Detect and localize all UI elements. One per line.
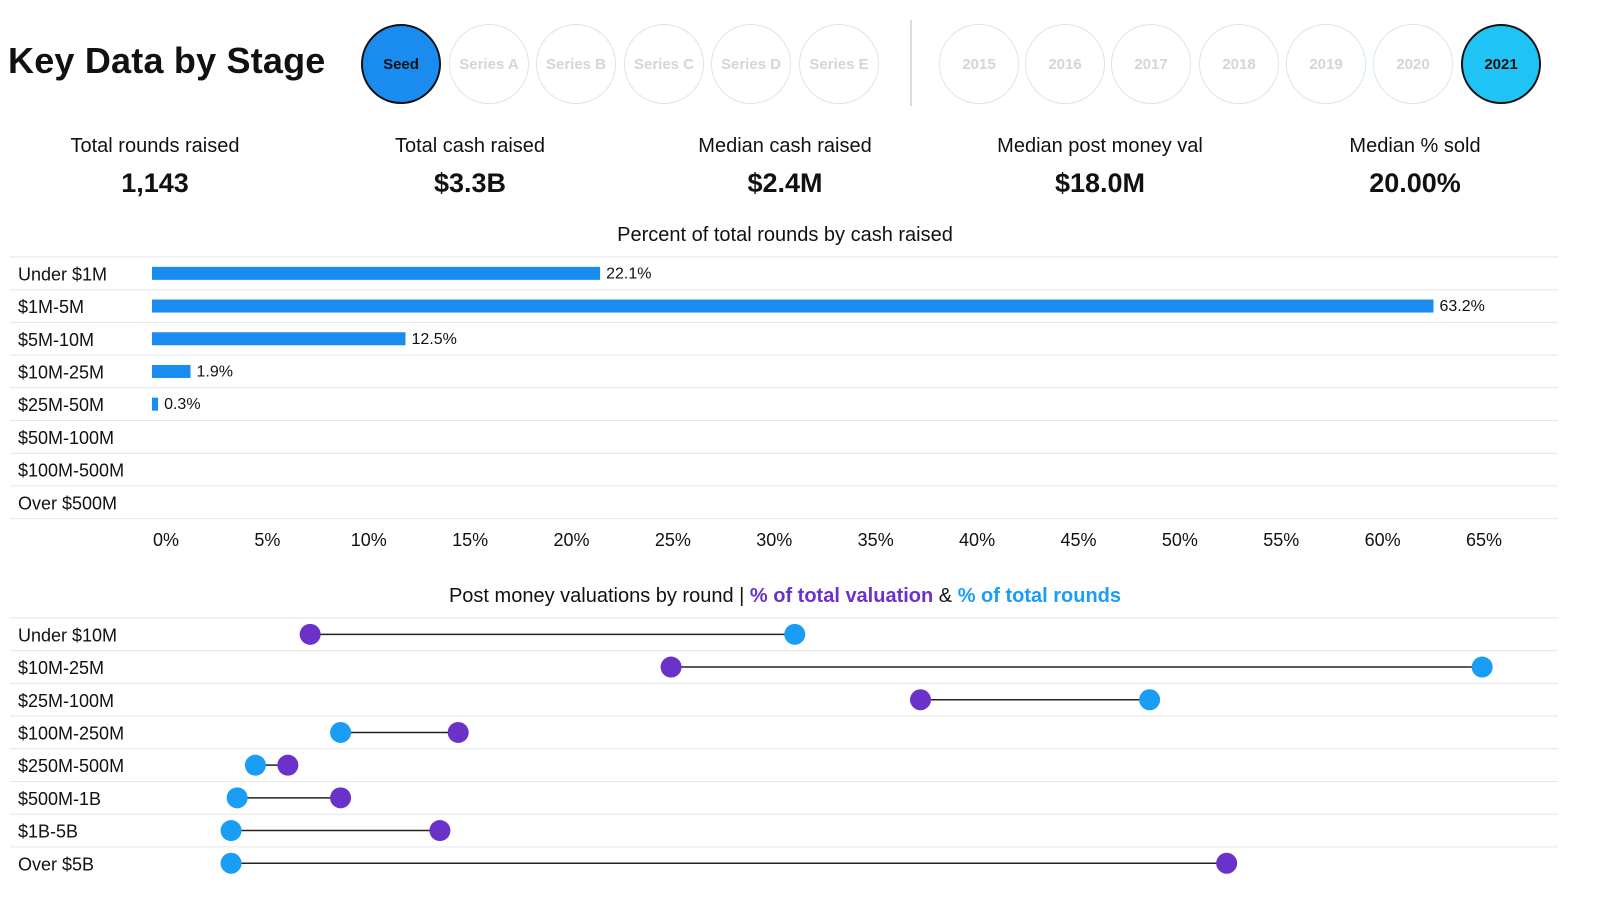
rounds-point (220, 852, 242, 874)
category-label: Over $500M (18, 493, 117, 513)
valuation-point (1216, 852, 1238, 874)
category-label: $100M-250M (18, 723, 124, 743)
valuation-point (330, 787, 352, 809)
category-label: $10M-25M (18, 362, 104, 382)
category-label: $25M-100M (18, 691, 114, 711)
valuation-point (429, 820, 451, 842)
dumbbell-title-main: Post money valuations by round | (448, 585, 750, 607)
valuation-point (660, 656, 682, 678)
rounds-point (226, 787, 248, 809)
rounds-point (1471, 656, 1493, 678)
stat-total-rounds: Total rounds raised 1,143 (5, 135, 305, 199)
year-pill-2019[interactable]: 2019 (1286, 24, 1366, 104)
stage-pill-seed[interactable]: Seed (361, 24, 441, 104)
valuation-point (909, 689, 931, 711)
stage-pill-series-a[interactable]: Series A (449, 24, 529, 104)
data-label: 0.3% (164, 396, 200, 413)
x-tick-label: 40% (959, 530, 995, 550)
category-label: $25M-50M (18, 395, 104, 415)
stat-label: Total cash raised (394, 135, 546, 157)
x-tick-label: 10% (351, 530, 387, 550)
category-label: $10M-25M (18, 658, 104, 678)
bar (152, 397, 159, 411)
dumbbell-chart-title: Post money valuations by round | % of to… (0, 585, 1585, 608)
stat-value: $18.0M (1054, 168, 1146, 198)
x-tick-label: 15% (452, 530, 488, 550)
x-tick-label: 25% (655, 530, 691, 550)
stage-pill-series-e[interactable]: Series E (799, 24, 879, 104)
valuation-point (277, 754, 299, 776)
legend-valuation: % of total valuation (749, 585, 934, 607)
x-tick-label: 35% (858, 530, 894, 550)
stat-label: Total rounds raised (70, 135, 240, 157)
dumbbell-title-joiner: & (933, 585, 958, 607)
category-label: $50M-100M (18, 428, 114, 448)
category-label: $1B-5B (18, 822, 78, 842)
page-title: Key Data by Stage (8, 40, 326, 81)
stat-median-pct-sold: Median % sold 20.00% (1265, 135, 1565, 199)
x-tick-label: 45% (1060, 530, 1096, 550)
rounds-point (784, 623, 806, 645)
data-label: 22.1% (606, 265, 651, 282)
year-pill-2020[interactable]: 2020 (1373, 24, 1453, 104)
year-pill-2021[interactable]: 2021 (1461, 24, 1541, 104)
x-tick-label: 0% (153, 530, 179, 550)
year-pill-2018[interactable]: 2018 (1199, 24, 1279, 104)
data-label: 1.9% (197, 363, 233, 380)
category-label: Under $10M (18, 625, 117, 645)
stat-value: 20.00% (1369, 168, 1461, 198)
x-tick-label: 60% (1365, 530, 1401, 550)
year-pill-2015[interactable]: 2015 (939, 24, 1019, 104)
legend-rounds: % of total rounds (957, 585, 1122, 607)
year-pill-2016[interactable]: 2016 (1025, 24, 1105, 104)
data-label: 12.5% (411, 331, 456, 348)
category-label: $5M-10M (18, 330, 94, 350)
stat-value: $3.3B (433, 168, 507, 198)
filter-divider (910, 20, 912, 106)
category-label: $500M-1B (18, 789, 101, 809)
rounds-point (1139, 689, 1161, 711)
stat-total-cash: Total cash raised $3.3B (320, 135, 620, 199)
x-tick-label: 65% (1466, 530, 1502, 550)
stat-value: $2.4M (747, 168, 823, 198)
bar (152, 299, 1434, 313)
x-tick-label: 30% (756, 530, 792, 550)
stage-pill-series-c[interactable]: Series C (624, 24, 704, 104)
valuation-point (299, 623, 321, 645)
category-label: Under $1M (18, 264, 107, 284)
bar (152, 266, 601, 280)
x-tick-label: 55% (1263, 530, 1299, 550)
stat-label: Median cash raised (698, 135, 872, 157)
valuation-point (447, 721, 469, 743)
year-pill-2017[interactable]: 2017 (1111, 24, 1191, 104)
stat-label: Median post money val (997, 135, 1203, 157)
category-label: Over $5B (18, 854, 94, 874)
x-tick-label: 5% (254, 530, 280, 550)
category-label: $250M-500M (18, 756, 124, 776)
bar (152, 364, 191, 378)
stage-pill-series-b[interactable]: Series B (536, 24, 616, 104)
category-label: $1M-5M (18, 297, 84, 317)
rounds-point (220, 820, 242, 842)
rounds-point (244, 754, 266, 776)
x-tick-label: 20% (554, 530, 590, 550)
stat-value: 1,143 (121, 168, 189, 198)
stat-label: Median % sold (1349, 135, 1481, 157)
bar (152, 332, 406, 346)
stage-pill-series-d[interactable]: Series D (711, 24, 791, 104)
rounds-point (330, 721, 352, 743)
x-tick-label: 50% (1162, 530, 1198, 550)
data-label: 63.2% (1440, 298, 1485, 315)
bar-chart-title: Percent of total rounds by cash raised (617, 224, 953, 246)
stat-median-cash: Median cash raised $2.4M (635, 135, 935, 199)
category-label: $100M-500M (18, 461, 124, 481)
stat-median-post-money: Median post money val $18.0M (950, 135, 1250, 199)
